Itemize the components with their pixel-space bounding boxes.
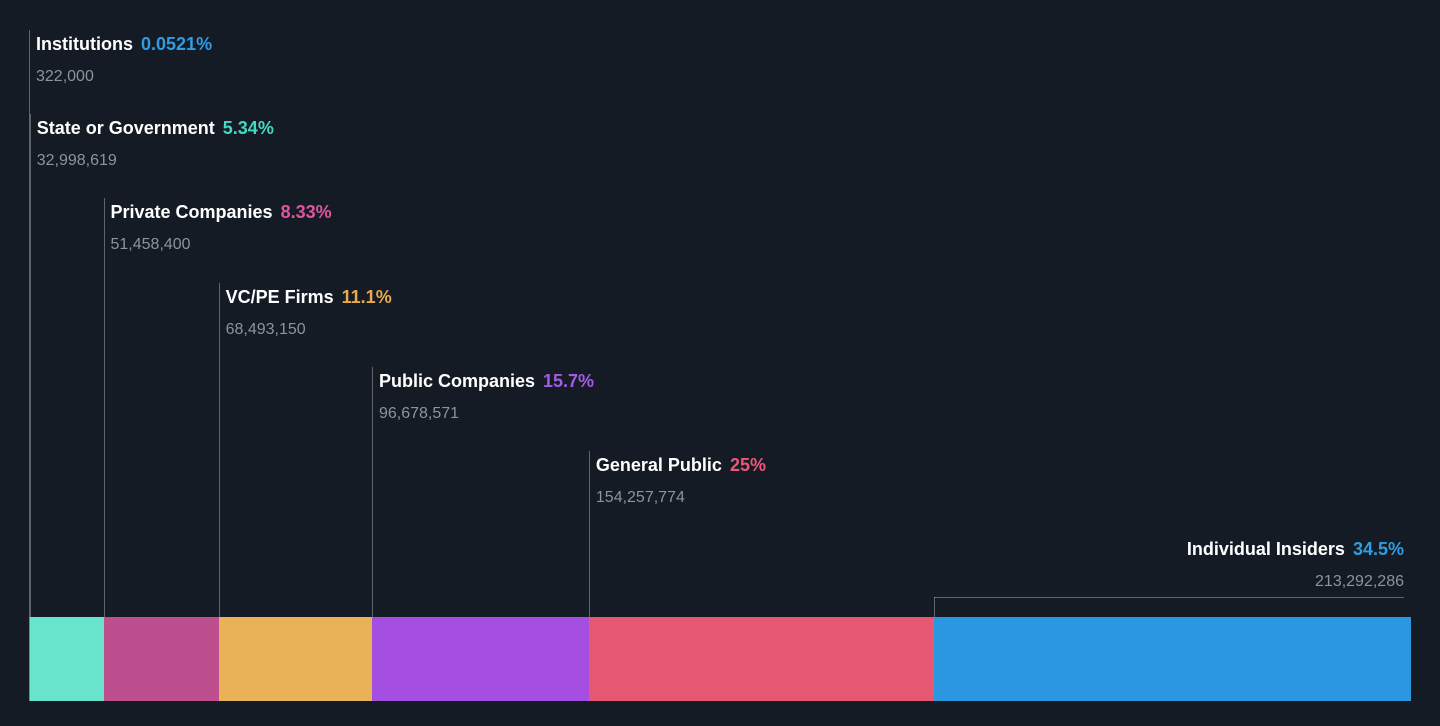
bar-segment-general-public[interactable] <box>588 617 935 701</box>
segment-share-count: 213,292,286 <box>1315 573 1404 591</box>
leader-line-vc-pe-firms <box>218 282 220 617</box>
segment-label: General Public <box>595 454 722 475</box>
segment-share-count: 51,458,400 <box>110 236 191 254</box>
segment-percent: 8.33% <box>280 202 332 223</box>
bar-segment-individual-insiders[interactable] <box>934 617 1411 701</box>
leader-line-state-or-government <box>29 114 31 617</box>
callout-private-companies: Private Companies 8.33% 51,458,400 <box>111 202 332 254</box>
segment-label: Public Companies <box>378 370 535 391</box>
leader-line-general-public <box>588 450 590 617</box>
segment-label: Individual Insiders <box>1186 539 1345 560</box>
segment-share-count: 154,257,774 <box>595 488 685 506</box>
callout-title: Public Companies 15.7% <box>379 371 594 391</box>
leader-line-individual-insiders <box>934 597 936 617</box>
bar-segment-private-companies[interactable] <box>103 617 219 701</box>
callout-title: Institutions 0.0521% <box>36 34 212 54</box>
segment-share-count: 68,493,150 <box>225 320 306 338</box>
segment-percent: 34.5% <box>1352 539 1404 560</box>
leader-line-private-companies <box>103 198 105 617</box>
segment-share-count: 322,000 <box>36 68 94 85</box>
segment-label: State or Government <box>36 118 215 139</box>
segment-share-count: 32,998,619 <box>36 152 117 170</box>
callout-title: Private Companies 8.33% <box>111 202 332 222</box>
callout-institutions: Institutions 0.0521% 322,000 <box>36 34 212 86</box>
callout-title: VC/PE Firms 11.1% <box>226 287 392 307</box>
segment-label: Private Companies <box>110 202 273 223</box>
bar-segment-institutions[interactable] <box>29 617 30 701</box>
segment-percent: 0.0521% <box>141 34 213 54</box>
segment-percent: 11.1% <box>341 286 392 307</box>
leader-line-horizontal-individual-insiders <box>934 597 1404 598</box>
segment-percent: 25% <box>729 454 766 475</box>
segment-percent: 15.7% <box>543 370 595 391</box>
bar-segment-vc-pe-firms[interactable] <box>218 617 372 701</box>
segment-percent: 5.34% <box>222 118 274 139</box>
callout-title: Individual Insiders 34.5% <box>1187 539 1404 559</box>
segment-label: VC/PE Firms <box>225 286 334 307</box>
bar-segment-state-or-government[interactable] <box>29 617 104 701</box>
leader-line-institutions <box>29 30 30 617</box>
callout-public-companies: Public Companies 15.7% 96,678,571 <box>379 371 594 423</box>
callout-title: State or Government 5.34% <box>37 118 274 138</box>
callout-vc-pe-firms: VC/PE Firms 11.1% 68,493,150 <box>226 287 392 339</box>
segment-share-count: 96,678,571 <box>378 404 460 422</box>
segment-label: Institutions <box>36 34 133 54</box>
callout-general-public: General Public 25% 154,257,774 <box>596 455 766 507</box>
callout-individual-insiders: Individual Insiders 34.5% 213,292,286 <box>1187 539 1404 591</box>
bar-segment-public-companies[interactable] <box>371 617 589 701</box>
callout-state-or-government: State or Government 5.34% 32,998,619 <box>37 118 274 170</box>
callout-title: General Public 25% <box>596 455 766 475</box>
stacked-bar <box>29 617 1411 701</box>
leader-line-public-companies <box>371 366 373 617</box>
